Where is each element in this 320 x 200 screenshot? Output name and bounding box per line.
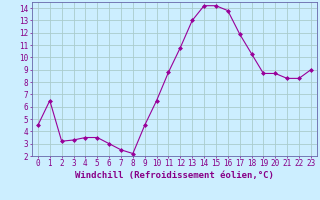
X-axis label: Windchill (Refroidissement éolien,°C): Windchill (Refroidissement éolien,°C) xyxy=(75,171,274,180)
